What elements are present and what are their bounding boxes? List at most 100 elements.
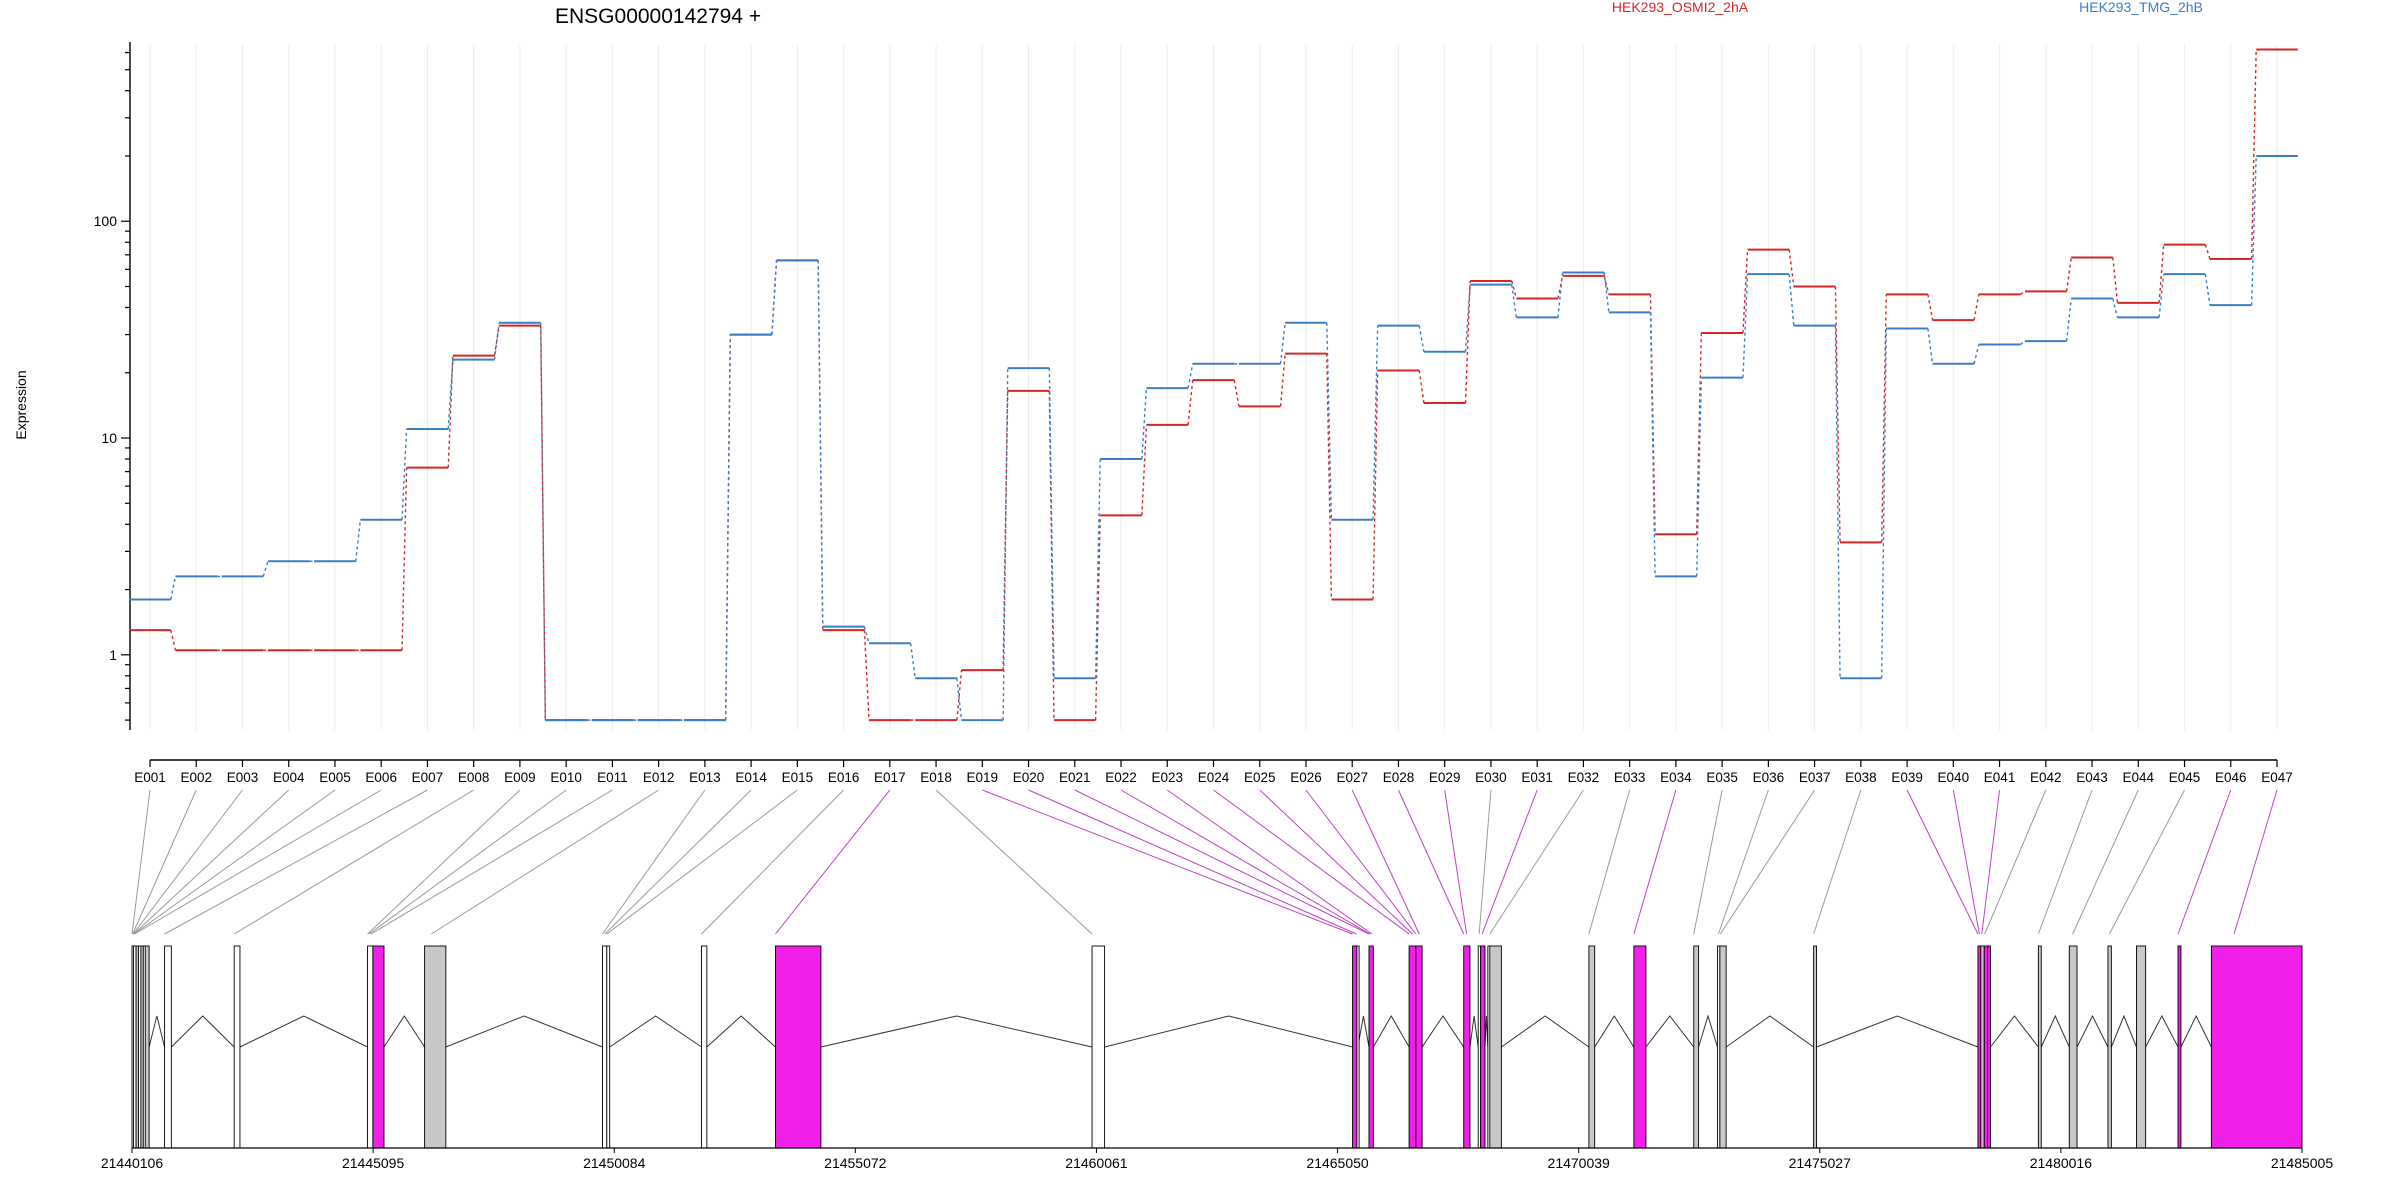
connector-line (701, 789, 844, 935)
intron (1698, 1014, 1718, 1048)
connector-line (1719, 789, 1816, 935)
intron (1421, 1015, 1465, 1048)
intron (170, 1015, 235, 1048)
x-tick-label: E038 (1845, 770, 1877, 785)
exon-box (2107, 945, 2112, 1149)
intron (1484, 1015, 1489, 1048)
connector-line (1305, 789, 1417, 935)
y-axis-label: Expression (13, 370, 29, 439)
series-transition (170, 576, 177, 600)
exon-box (1480, 945, 1486, 1149)
series-transition (771, 260, 778, 335)
coord-tick-label: 21485005 (2271, 1155, 2334, 1171)
series-transition (1418, 325, 1425, 352)
series-transition (1372, 370, 1379, 600)
intron (1469, 1015, 1479, 1048)
series-transition (1649, 312, 1656, 577)
series-transition (1094, 515, 1101, 721)
series-transition (1233, 379, 1240, 407)
connector-line (1952, 789, 1980, 935)
x-tick-label: E008 (458, 770, 490, 785)
exon-box (1633, 945, 1647, 1149)
y-tick-label: 100 (94, 213, 118, 229)
intron (383, 1015, 426, 1048)
series-transition (540, 322, 547, 721)
series-transition (863, 626, 870, 644)
x-tick-label: E013 (689, 770, 721, 785)
connector-line (982, 789, 1353, 935)
exon-box (1091, 945, 1106, 1149)
x-tick-label: E016 (828, 770, 860, 785)
series-transition (1973, 344, 1980, 364)
connector-line (164, 789, 428, 935)
series-transition (1187, 380, 1194, 425)
connector-line (935, 789, 1093, 935)
series-transition (1372, 325, 1379, 520)
exon-box (424, 945, 447, 1149)
connector-line (2037, 789, 2093, 935)
x-tick-label: E024 (1198, 770, 1230, 785)
series-transition (817, 260, 824, 627)
x-tick-label: E011 (597, 770, 628, 785)
coord-tick-label: 21450084 (583, 1155, 646, 1171)
series-transition (447, 355, 454, 468)
x-tick-label: E012 (643, 770, 675, 785)
series-transition (2204, 274, 2211, 306)
x-tick-label: E026 (1290, 770, 1322, 785)
series-transition (1326, 322, 1333, 520)
intron (1357, 1015, 1370, 1048)
x-tick-label: E040 (1938, 770, 1970, 785)
exon-box (367, 945, 374, 1149)
exon-box (1987, 945, 1991, 1149)
series-transition (1279, 322, 1286, 364)
x-tick-label: E020 (1013, 770, 1045, 785)
exon-box (1356, 945, 1360, 1149)
coord-tick-label: 21460061 (1065, 1155, 1128, 1171)
x-tick-label: E037 (1799, 770, 1831, 785)
series-transition (956, 670, 963, 721)
series-transition (2250, 49, 2257, 259)
series-transition (2158, 244, 2165, 303)
connector-line (1588, 789, 1631, 935)
x-tick-label: E004 (273, 770, 305, 785)
x-tick-label: E017 (874, 770, 906, 785)
x-tick-label: E039 (1891, 770, 1923, 785)
connector-line (1259, 789, 1413, 935)
series-transition (2019, 290, 2026, 295)
x-tick-label: E019 (967, 770, 999, 785)
intron (2076, 1014, 2109, 1048)
x-tick-label: E047 (2261, 770, 2293, 785)
connector-line (1074, 789, 1370, 935)
x-tick-label: E042 (2030, 770, 2062, 785)
x-tick-label: E006 (365, 770, 397, 785)
x-tick-label: E032 (1568, 770, 1600, 785)
x-tick-label: E029 (1429, 770, 1461, 785)
series-transition (1048, 368, 1055, 679)
connector-line (2233, 789, 2278, 935)
x-tick-label: E027 (1336, 770, 1368, 785)
connector-line (1444, 789, 1468, 935)
x-tick-label: E045 (2169, 770, 2201, 785)
intron (2180, 1014, 2212, 1048)
series-transition (1326, 353, 1333, 600)
connector-line (132, 789, 197, 935)
connector-line (1028, 789, 1357, 935)
series-transition (724, 334, 732, 721)
legend-entry-1: HEK293_TMG_2hB (2079, 0, 2203, 15)
series-transition (1464, 280, 1471, 404)
intron (1816, 1015, 1979, 1048)
connector-line (134, 789, 382, 935)
series-transition (2204, 244, 2211, 260)
x-tick-label: E028 (1383, 770, 1415, 785)
connector-line (367, 789, 521, 935)
connector-line (1906, 789, 1979, 935)
connector-line (133, 789, 336, 935)
coord-tick-label: 21470039 (1548, 1155, 1611, 1171)
intron (2040, 1014, 2070, 1048)
exon-box (1368, 945, 1374, 1149)
exon-box (701, 945, 708, 1149)
connector-line (1166, 789, 1373, 935)
x-tick-label: E033 (1614, 770, 1646, 785)
intron (2110, 1014, 2137, 1048)
x-tick-label: E018 (920, 770, 952, 785)
